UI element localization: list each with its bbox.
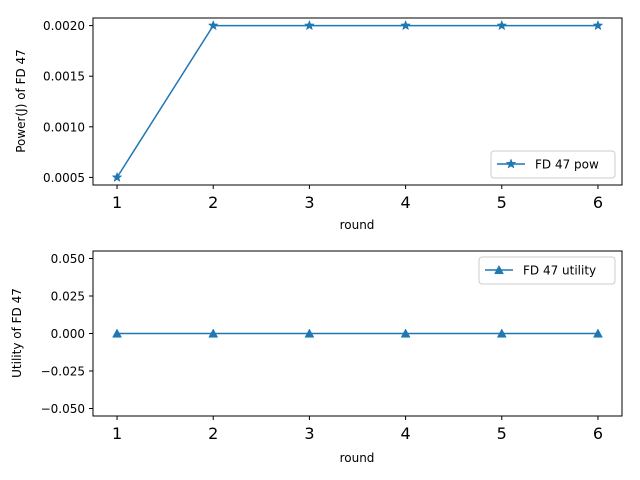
power-x-tick-label: 3 bbox=[304, 193, 314, 212]
power-data-point bbox=[303, 19, 315, 31]
power-series-line bbox=[116, 24, 598, 178]
power-y-ticks: 0.0005 0.0010 0.0015 0.0020 bbox=[43, 19, 93, 185]
utility-legend-label: FD 47 utility bbox=[523, 264, 596, 278]
power-series bbox=[111, 19, 604, 183]
power-data-point bbox=[592, 19, 604, 31]
power-data-point bbox=[111, 171, 123, 183]
power-x-tick-label: 5 bbox=[497, 193, 507, 212]
utility-data-point bbox=[304, 328, 315, 338]
power-x-tick-label: 6 bbox=[593, 193, 603, 212]
utility-series bbox=[112, 328, 603, 338]
utility-legend: FD 47 utility bbox=[478, 256, 616, 285]
utility-y-tick-label: 0.025 bbox=[51, 290, 85, 304]
power-x-tick-label: 2 bbox=[208, 193, 218, 212]
power-legend-star-icon bbox=[505, 158, 517, 169]
power-axes-frame bbox=[92, 17, 623, 186]
power-data-point bbox=[496, 19, 508, 31]
utility-x-tick-label: 4 bbox=[400, 424, 410, 443]
power-y-tick-label: 0.0010 bbox=[43, 120, 85, 134]
utility-subplot: 1 2 3 4 5 6 −0.050 −0.025 0.000 0.025 0.050 round… bbox=[10, 250, 623, 465]
power-y-tick-label: 0.0005 bbox=[43, 171, 85, 185]
utility-data-point bbox=[593, 328, 603, 338]
utility-y-tick-label: −0.025 bbox=[41, 365, 85, 379]
power-subplot: 1 2 3 4 5 6 0.0005 0.0010 0.0015 0.0020 round Po… bbox=[14, 17, 623, 232]
utility-x-tick-label: 5 bbox=[497, 424, 507, 443]
utility-legend-frame bbox=[478, 256, 616, 285]
power-legend: FD 47 pow bbox=[490, 150, 616, 179]
utility-x-tick-label: 6 bbox=[593, 424, 603, 443]
power-y-axis-label: Power(J) of FD 47 bbox=[14, 49, 28, 153]
utility-data-point bbox=[208, 328, 219, 338]
utility-x-axis-label: round bbox=[340, 451, 375, 465]
power-x-ticks: 1 2 3 4 5 6 bbox=[112, 185, 603, 212]
power-data-point bbox=[207, 19, 219, 31]
power-y-tick-label: 0.0015 bbox=[43, 70, 85, 84]
utility-x-tick-label: 1 bbox=[112, 424, 122, 443]
utility-x-ticks: 1 2 3 4 5 6 bbox=[112, 416, 603, 443]
power-data-point bbox=[400, 19, 412, 31]
utility-legend-marker-shape bbox=[494, 264, 504, 275]
utility-y-tick-label: 0.050 bbox=[51, 252, 85, 266]
power-x-tick-label: 1 bbox=[112, 193, 122, 212]
utility-y-tick-label: 0.000 bbox=[51, 327, 85, 341]
utility-data-point bbox=[112, 328, 122, 338]
utility-data-point bbox=[496, 328, 507, 338]
utility-x-tick-label: 3 bbox=[304, 424, 314, 443]
power-legend-marker-shape bbox=[505, 158, 517, 169]
utility-data-point bbox=[400, 328, 411, 338]
utility-y-ticks: −0.050 −0.025 0.000 0.025 0.050 bbox=[41, 252, 93, 416]
power-x-tick-label: 4 bbox=[400, 193, 410, 212]
utility-y-axis-label: Utility of FD 47 bbox=[10, 288, 24, 378]
power-legend-frame bbox=[490, 150, 616, 179]
utility-y-tick-label: −0.050 bbox=[41, 402, 85, 416]
power-y-tick-label: 0.0020 bbox=[43, 19, 85, 33]
power-legend-label: FD 47 pow bbox=[535, 158, 599, 172]
utility-x-tick-label: 2 bbox=[208, 424, 218, 443]
power-x-axis-label: round bbox=[340, 218, 375, 232]
utility-legend-triangle-icon bbox=[494, 264, 504, 275]
